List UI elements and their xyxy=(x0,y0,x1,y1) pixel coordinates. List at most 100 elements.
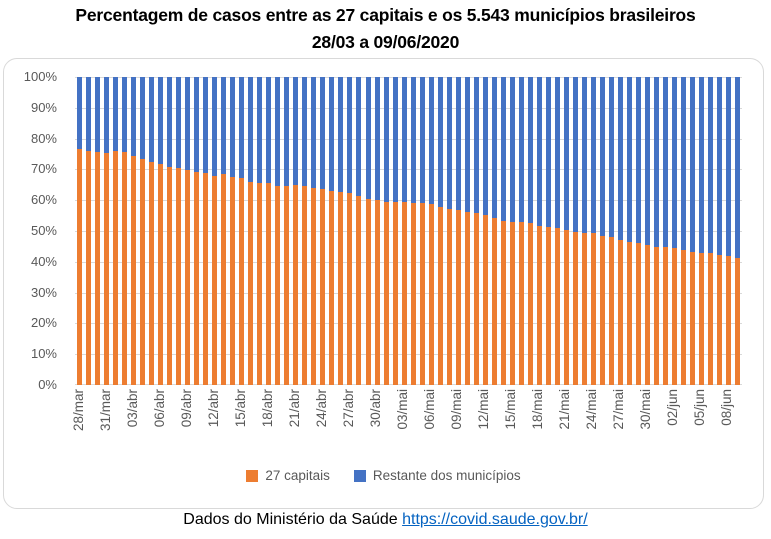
bar-segment-rest xyxy=(419,77,425,204)
bar-slot xyxy=(625,77,634,385)
bar-slot xyxy=(93,77,102,385)
bar-segment-capitals xyxy=(482,214,488,385)
bar-slot xyxy=(706,77,715,385)
stacked-bar xyxy=(509,77,515,385)
stacked-bar xyxy=(104,77,110,385)
bar-slot xyxy=(345,77,354,385)
gridline xyxy=(75,231,742,232)
stacked-bar xyxy=(95,77,101,385)
stacked-bar xyxy=(536,77,542,385)
y-axis-label: 10% xyxy=(30,346,57,362)
bar-segment-capitals xyxy=(654,247,659,385)
data-source-footer: Dados do Ministério da Saúde https://cov… xyxy=(0,511,771,529)
stacked-bar xyxy=(608,77,614,385)
stacked-bar xyxy=(77,77,82,385)
stacked-bar xyxy=(717,77,723,385)
bar-segment-rest xyxy=(473,77,479,214)
x-axis-label: 12/mai xyxy=(476,389,492,430)
stacked-bar xyxy=(428,77,434,385)
bar-segment-rest xyxy=(482,77,488,215)
y-axis-label: 20% xyxy=(30,315,57,331)
bar-segment-capitals xyxy=(266,183,272,385)
bar-segment-capitals xyxy=(374,199,380,385)
legend-swatch-capitals-icon xyxy=(246,469,259,482)
stacked-bar xyxy=(464,77,470,385)
stacked-bar xyxy=(113,77,119,385)
x-axis-label: 02/jun xyxy=(665,389,681,426)
bar-segment-capitals xyxy=(275,186,281,385)
bar-slot xyxy=(571,77,580,385)
bar-slot xyxy=(129,77,138,385)
bar-segment-rest xyxy=(527,77,533,224)
x-axis-label: 06/abr xyxy=(151,389,167,428)
stacked-bar xyxy=(708,77,714,385)
legend-label-capitals: 27 capitais xyxy=(265,468,330,483)
bar-slot xyxy=(616,77,625,385)
x-axis-label: 09/abr xyxy=(178,389,194,428)
bar-segment-rest xyxy=(230,77,236,178)
x-axis-label: 06/mai xyxy=(422,389,438,430)
bar-segment-capitals xyxy=(726,255,732,385)
bar-segment-rest xyxy=(221,77,227,174)
bar-segment-rest xyxy=(356,77,362,197)
bar-segment-capitals xyxy=(500,220,506,385)
bar-segment-rest xyxy=(608,77,614,238)
x-axis-label: 09/mai xyxy=(449,389,465,430)
bar-segment-capitals xyxy=(302,185,308,385)
bar-segment-capitals xyxy=(338,191,344,385)
bar-slot xyxy=(364,77,373,385)
stacked-bar xyxy=(681,77,687,385)
bar-slot xyxy=(427,77,436,385)
stacked-bar xyxy=(500,77,506,385)
bar-segment-capitals xyxy=(455,210,461,385)
bar-segment-capitals xyxy=(203,172,209,385)
bar-segment-rest xyxy=(617,77,623,240)
bar-slot xyxy=(526,77,535,385)
stacked-bar xyxy=(221,77,227,385)
bar-slot xyxy=(228,77,237,385)
bar-segment-capitals xyxy=(572,231,578,385)
bar-slot xyxy=(499,77,508,385)
bar-segment-capitals xyxy=(329,190,335,385)
stacked-bar xyxy=(527,77,533,385)
gridline xyxy=(75,261,742,263)
legend: 27 capitais Restante dos municípios xyxy=(4,468,763,483)
bar-segment-capitals xyxy=(95,151,101,385)
bar-slot xyxy=(156,77,165,385)
bar-segment-capitals xyxy=(392,201,398,385)
bar-segment-capitals xyxy=(608,237,614,385)
bar-segment-capitals xyxy=(446,209,452,385)
data-source-link[interactable]: https://covid.saude.gov.br/ xyxy=(402,511,588,528)
bar-segment-rest xyxy=(122,77,128,153)
bar-slot xyxy=(562,77,571,385)
bar-segment-capitals xyxy=(635,242,641,385)
bar-segment-capitals xyxy=(248,181,254,385)
bar-slot xyxy=(147,77,156,385)
bar-segment-rest xyxy=(392,77,398,202)
stacked-bar xyxy=(293,77,299,385)
bar-segment-capitals xyxy=(590,233,596,385)
bar-segment-rest xyxy=(383,77,389,202)
bar-slot xyxy=(354,77,363,385)
bar-slot xyxy=(210,77,219,385)
stacked-bar xyxy=(194,77,200,385)
bar-segment-capitals xyxy=(221,173,227,385)
bar-segment-rest xyxy=(581,77,587,233)
stacked-bar xyxy=(86,77,92,385)
bar-segment-capitals xyxy=(194,171,200,385)
bar-segment-capitals xyxy=(518,222,524,385)
gridline xyxy=(75,354,742,356)
bar-segment-capitals xyxy=(77,149,82,385)
bar-slot xyxy=(300,77,309,385)
x-axis-label: 03/abr xyxy=(124,389,140,428)
stacked-bar xyxy=(158,77,164,385)
y-axis-label: 100% xyxy=(23,69,57,84)
bar-segment-capitals xyxy=(699,252,705,385)
bar-slot xyxy=(481,77,490,385)
y-axis-label: 60% xyxy=(30,192,57,208)
bar-segment-rest xyxy=(113,77,119,151)
bar-slot xyxy=(318,77,327,385)
bar-segment-rest xyxy=(491,77,497,219)
stacked-bar xyxy=(284,77,290,385)
bar-slot xyxy=(291,77,300,385)
